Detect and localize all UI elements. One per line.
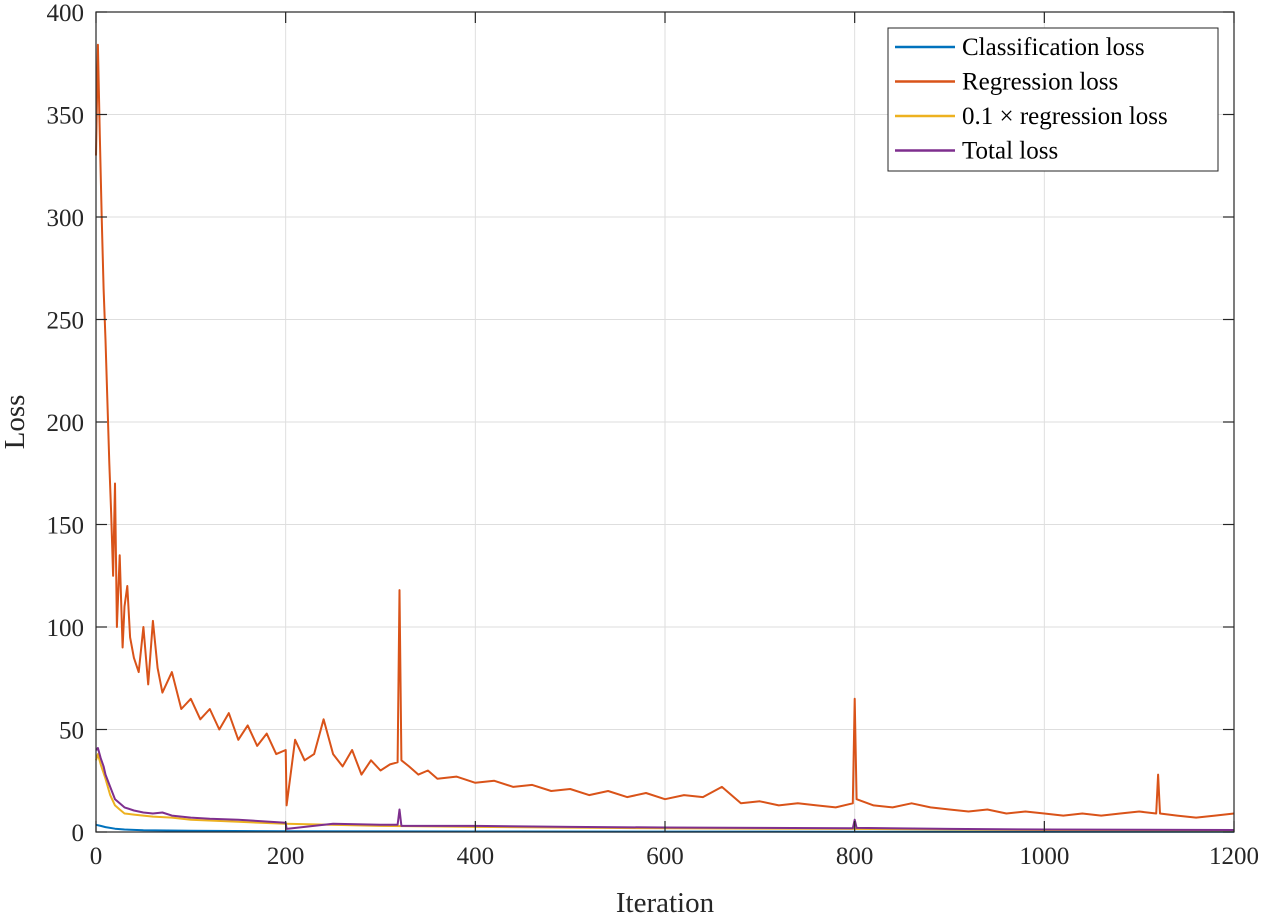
legend-label: Classification loss xyxy=(962,34,1145,61)
legend-label: Regression loss xyxy=(962,69,1118,96)
y-tick-label: 350 xyxy=(47,103,85,130)
y-tick-label: 150 xyxy=(47,513,85,540)
x-axis-label: Iteration xyxy=(616,887,715,917)
y-tick-label: 0 xyxy=(72,820,85,847)
x-tick-label: 1000 xyxy=(1019,843,1069,870)
legend-label: Total loss xyxy=(962,138,1058,165)
y-tick-label: 300 xyxy=(47,205,85,232)
series-line-regression-loss xyxy=(95,43,1235,819)
x-tick-label: 400 xyxy=(457,843,495,870)
x-tick-label: 1200 xyxy=(1209,843,1259,870)
x-tick-label: 800 xyxy=(836,843,874,870)
legend-label: 0.1 × regression loss xyxy=(962,103,1168,130)
y-tick-label: 250 xyxy=(47,308,85,335)
legend-box xyxy=(887,27,1219,172)
y-axis-label: Loss xyxy=(0,395,31,450)
x-tick-label: 600 xyxy=(646,843,684,870)
x-tick-label: 200 xyxy=(267,843,305,870)
y-tick-label: 100 xyxy=(47,615,85,642)
ticks xyxy=(95,11,1235,833)
x-tick-label: 0 xyxy=(90,843,103,870)
legend: Classification loss Regression loss 0.1 × … xyxy=(887,27,1219,172)
y-tick-label: 50 xyxy=(59,718,84,745)
y-tick-label: 400 xyxy=(47,0,85,27)
tick-labels: 0 200 400 600 800 1000 1200 0 50 100 150 200 250 300 3… xyxy=(47,0,1260,870)
y-tick-label: 200 xyxy=(47,410,85,437)
